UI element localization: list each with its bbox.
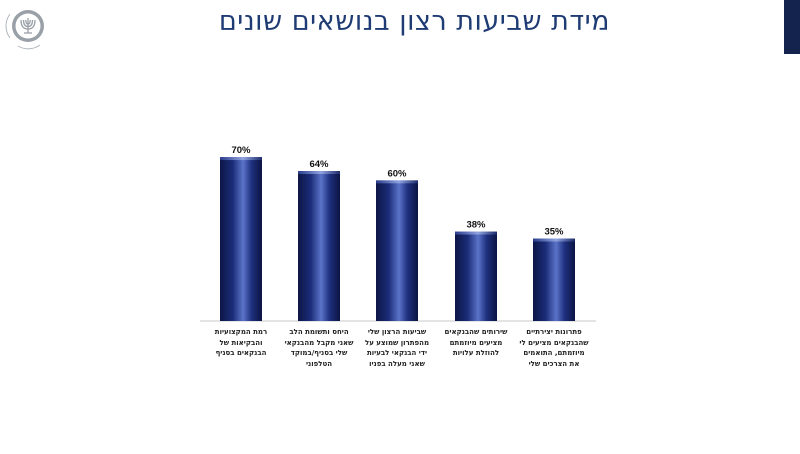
page-title: מידת שביעות רצון בנושאים שונים: [218, 6, 610, 37]
bar-top-1: [220, 157, 262, 161]
data-label-5: 35%: [544, 227, 564, 238]
data-label-1: 70%: [231, 145, 251, 156]
bar-3: [376, 181, 418, 321]
bar-top-5: [533, 238, 575, 242]
accent-bar: [784, 0, 800, 54]
bar-5: [533, 239, 575, 321]
bank-of-israel-logo: [4, 4, 50, 50]
bar-1: [220, 158, 262, 321]
data-label-3: 60%: [387, 168, 407, 179]
category-label-5: פתרונות יצירתיים שהבנקאים מציעים לי מיוז…: [519, 328, 589, 368]
category-label-3: שביעות הרצון שלי מהפתרון שמוצע על ידי הב…: [364, 328, 430, 368]
data-label-4: 38%: [466, 220, 486, 231]
bar-2: [298, 172, 340, 321]
data-label-2: 64%: [309, 159, 329, 170]
category-label-4: שירותים שהבנקאים מציעים מיוזמתם להוזלת ע…: [444, 328, 508, 357]
bar-4: [455, 232, 497, 321]
bar-top-2: [298, 171, 340, 175]
bar-top-4: [455, 231, 497, 235]
category-label-1: רמת המקצועיות והבקיאות של הבנקאים בסניף: [214, 328, 268, 357]
bar-top-3: [376, 180, 418, 184]
category-label-2: היחס ותשומת הלב שאני מקבל מהבנקאי שלי בס…: [284, 328, 354, 368]
